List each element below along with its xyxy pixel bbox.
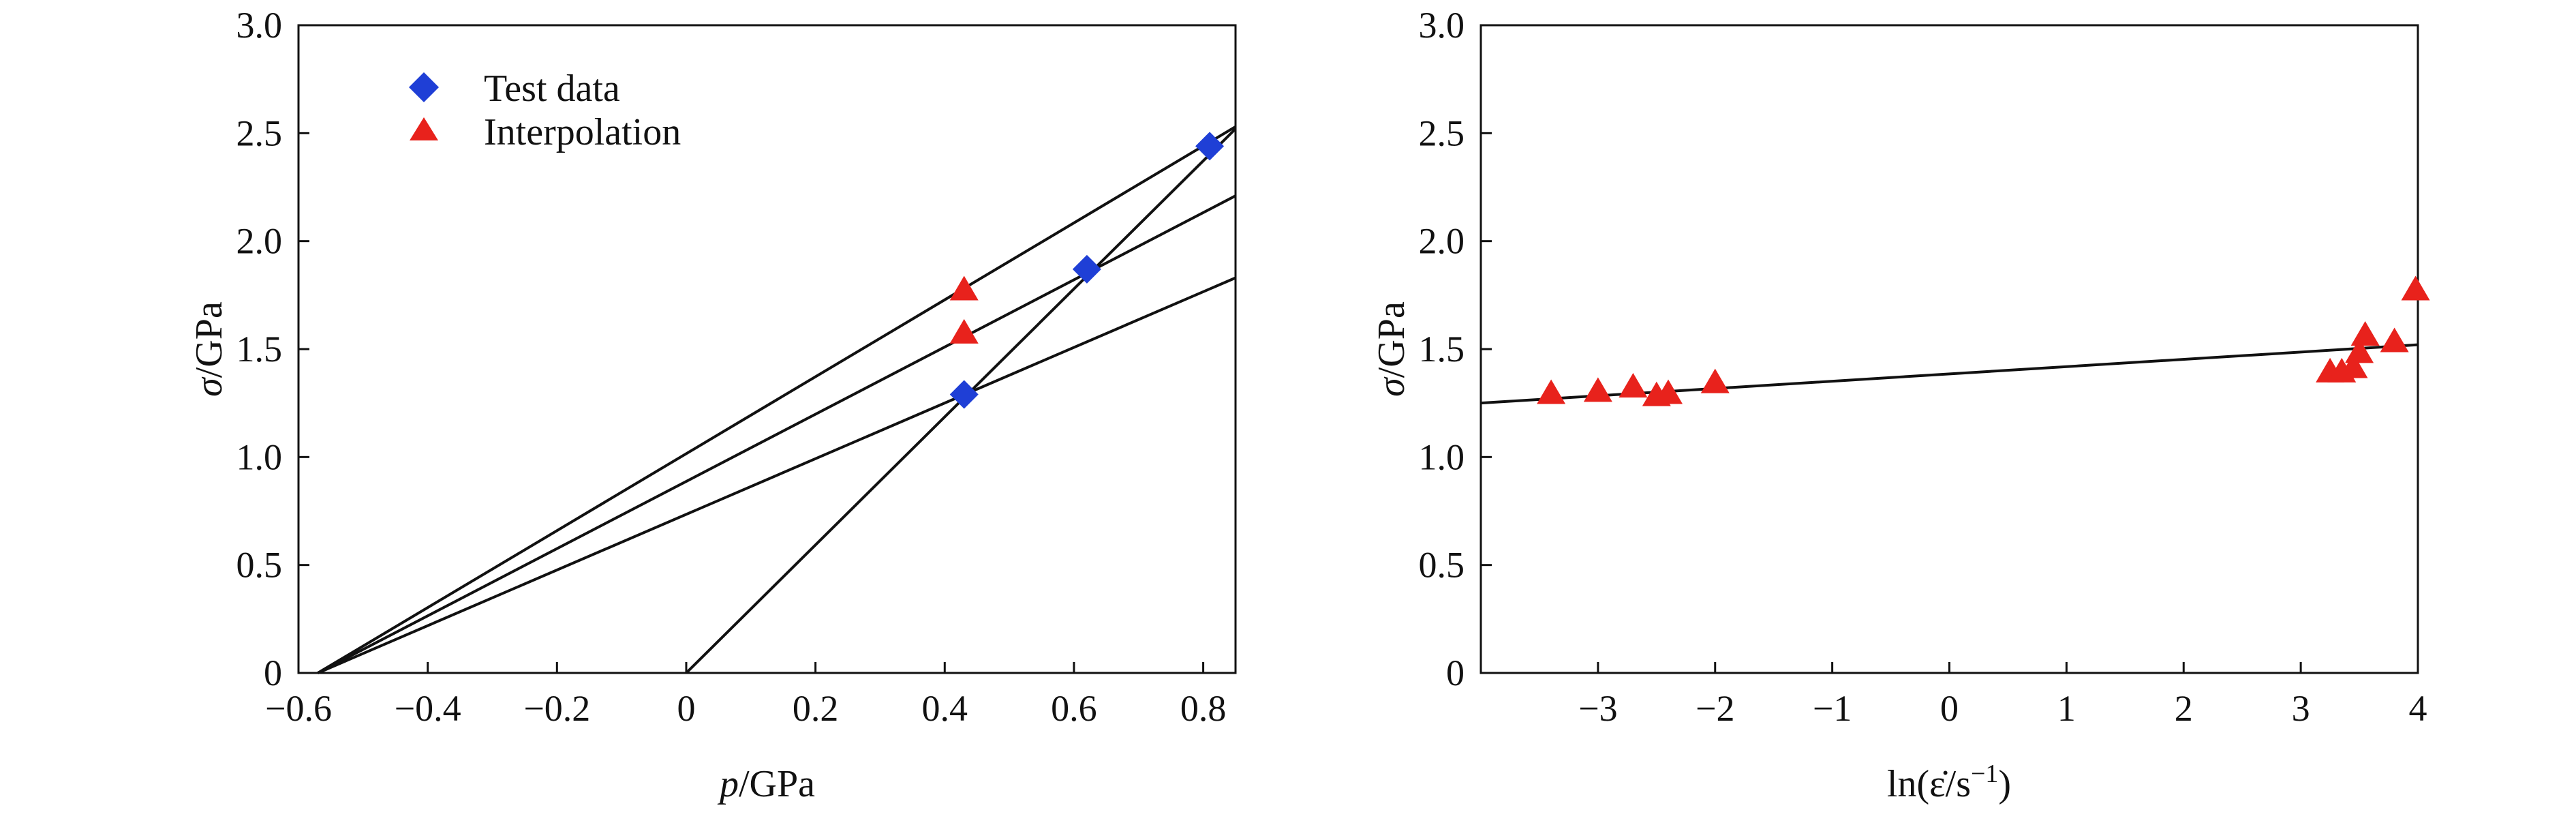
left-x-tick-label: 0.6 xyxy=(1051,688,1097,729)
left-x-axis-unit: /GPa xyxy=(739,763,815,805)
interpolation-point xyxy=(2401,275,2430,301)
left-x-axis-var: p xyxy=(717,763,739,805)
left-x-tick-label: 0 xyxy=(677,688,695,729)
right-x-tick-label: 3 xyxy=(2292,688,2310,729)
test-data-point xyxy=(949,380,979,409)
right-x-tick-label: 4 xyxy=(2409,688,2427,729)
left-ticks: −0.6 −0.4 −0.2 0 0.2 0.4 0.6 0.8 0 0.5 1.0 1.5 2.0 2.… xyxy=(236,5,1227,729)
right-x-axis-text: ln(ε̇/s xyxy=(1887,763,1971,805)
interpolation-point xyxy=(2339,353,2368,378)
left-y-tick-label: 2.5 xyxy=(236,112,283,153)
test-data-point xyxy=(1072,254,1101,284)
right-x-tick-label: −3 xyxy=(1578,688,1617,729)
left-y-axis-unit: /GPa xyxy=(188,301,230,378)
legend-interpolation-marker xyxy=(410,117,438,140)
right-y-tick-label: 2.5 xyxy=(1419,112,1465,153)
left-x-tick-label: −0.4 xyxy=(395,688,461,729)
left-y-tick-label: 2.0 xyxy=(236,221,283,262)
left-y-axis-label: σ/GPa xyxy=(188,301,230,397)
legend-interpolation-label: Interpolation xyxy=(484,111,681,153)
interpolation-point xyxy=(949,318,979,344)
right-panel: −3 −2 −1 0 1 2 3 400.51.01.52.02.53.0 ln(ε̇/s−1… xyxy=(1370,5,2430,805)
interpolation-point xyxy=(1583,377,1612,402)
interpolation-point xyxy=(1654,379,1683,404)
left-plot-frame xyxy=(297,24,1237,674)
left-x-tick-label: 0.2 xyxy=(793,688,839,729)
interpolation-point xyxy=(1700,368,1730,393)
right-x-tick-label: 0 xyxy=(1940,688,1959,729)
right-ticks: −3 −2 −1 0 1 2 3 4 0 0.5 1.0 1.5 2.0 2.5 3.0 xyxy=(1419,5,2427,729)
right-x-tick-label: 2 xyxy=(2175,688,2193,729)
left-x-tick-label: 0.4 xyxy=(922,688,968,729)
left-panel: −0.6 −0.4 −0.2 0 0.2 0.4 0.6 0.8 0 0.5 1.0 1.5 2.0 2.… xyxy=(188,5,1237,805)
interpolation-point xyxy=(1619,373,1648,397)
right-y-axis-unit: /GPa xyxy=(1370,301,1413,378)
right-x-axis-close: ) xyxy=(1998,763,2011,805)
interpolation-point xyxy=(2345,338,2374,363)
left-y-tick-label: 0 xyxy=(264,652,282,693)
right-y-tick-label: 3.0 xyxy=(1419,5,1465,46)
left-fit-line-1 xyxy=(317,125,1237,674)
interpolation-point xyxy=(2350,321,2380,346)
right-x-tick-label: 1 xyxy=(2057,688,2076,729)
right-y-axis-label: σ/GPa xyxy=(1370,301,1413,397)
right-x-tick-label: −1 xyxy=(1813,688,1852,729)
left-fit-line-3 xyxy=(317,276,1236,674)
right-markers xyxy=(1537,275,2430,406)
left-x-tick-label: 0.8 xyxy=(1180,688,1227,729)
left-y-tick-label: 3.0 xyxy=(236,5,283,46)
right-y-tick-label: 0.5 xyxy=(1419,545,1465,586)
legend-test-data-label: Test data xyxy=(484,68,620,110)
right-y-tick-label: 1.5 xyxy=(1419,329,1465,370)
test-data-point xyxy=(1195,132,1225,161)
left-x-tick-label: −0.6 xyxy=(265,688,332,729)
left-markers xyxy=(949,132,1225,409)
legend: Test data Interpolation xyxy=(409,68,681,153)
right-y-tick-label: 0 xyxy=(1446,652,1465,693)
right-y-tick-label: 2.0 xyxy=(1419,221,1465,262)
left-x-axis-label: p/GPa xyxy=(717,763,815,805)
legend-test-data-marker xyxy=(409,72,439,102)
right-plot-frame xyxy=(1479,24,2419,674)
interpolation-point xyxy=(949,275,979,301)
right-y-tick-label: 1.0 xyxy=(1419,436,1465,477)
left-y-tick-label: 0.5 xyxy=(236,545,283,586)
left-x-tick-label: −0.2 xyxy=(523,688,590,729)
right-x-axis-label: ln(ε̇/s−1) xyxy=(1887,760,2011,805)
interpolation-point xyxy=(1537,379,1566,404)
left-y-tick-label: 1.5 xyxy=(236,329,283,370)
left-y-axis-var: σ xyxy=(188,376,230,397)
right-y-axis-var: σ xyxy=(1370,376,1413,397)
interpolation-point xyxy=(2380,327,2409,352)
right-x-tick-label: −2 xyxy=(1696,688,1734,729)
left-y-tick-label: 1.0 xyxy=(236,436,283,477)
right-x-axis-sup: −1 xyxy=(1971,760,1998,788)
left-fit-lines xyxy=(317,125,1237,674)
